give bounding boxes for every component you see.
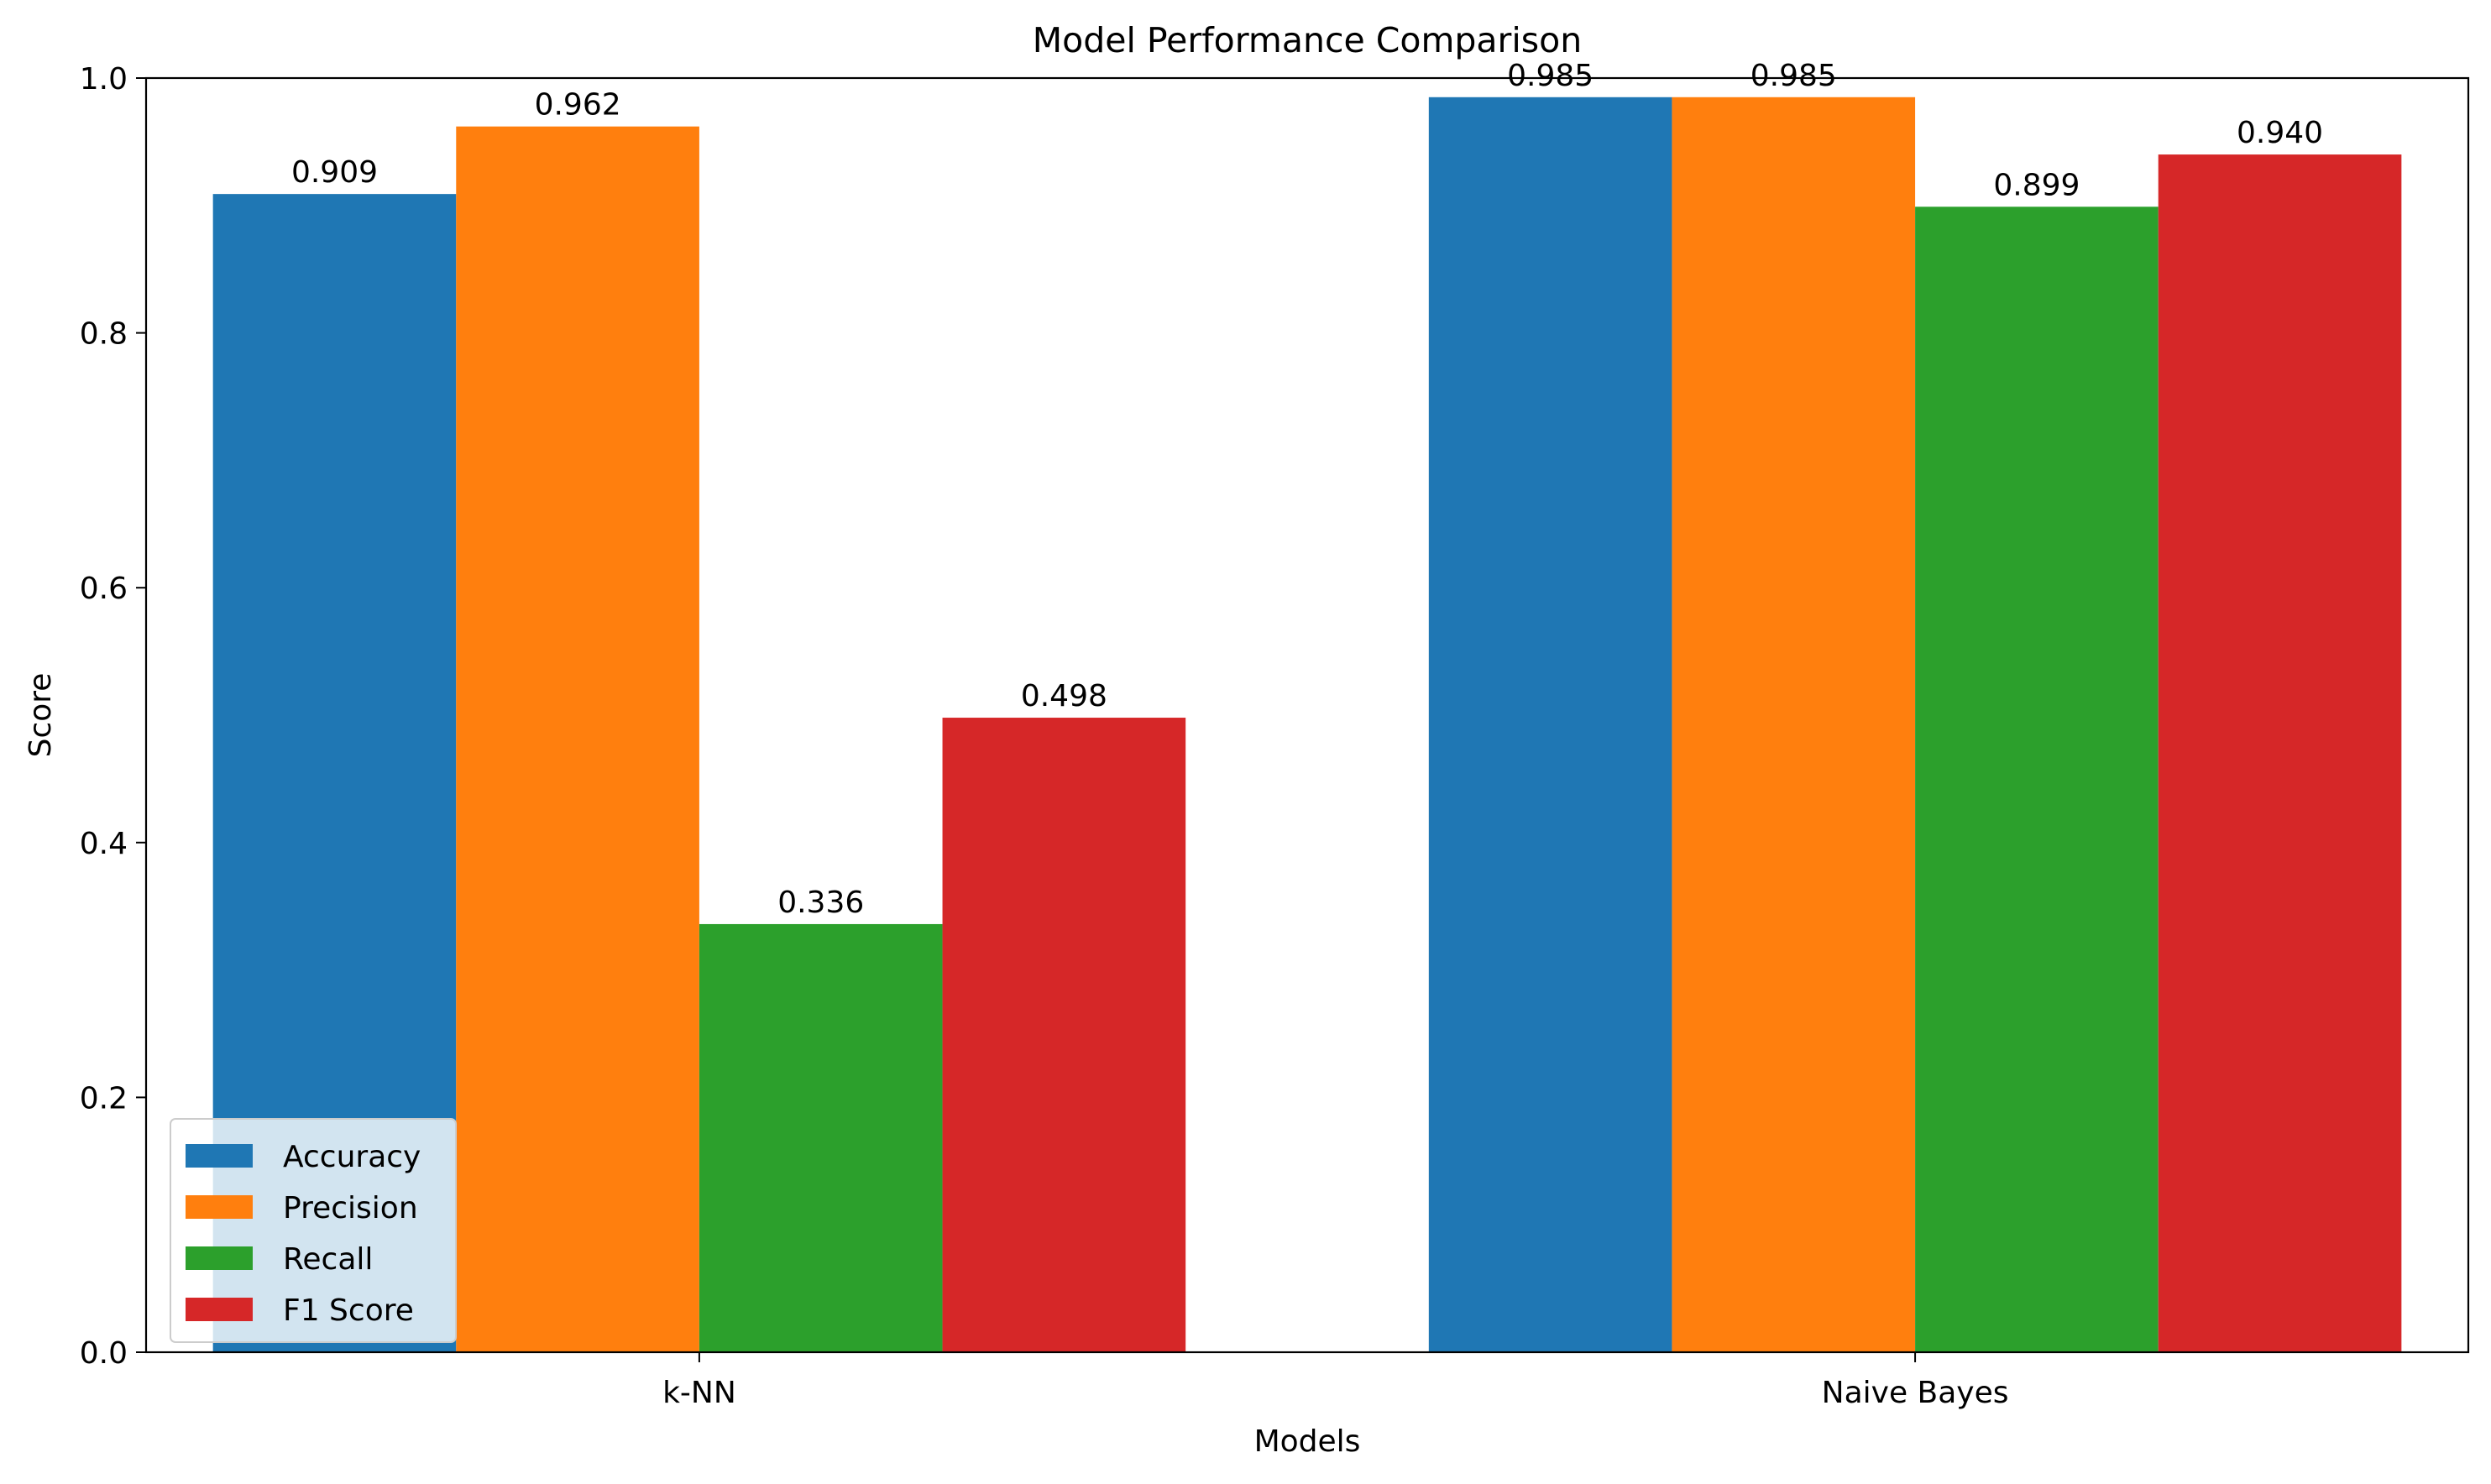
data-label-f1-score-naive-bayes: 0.940 bbox=[2237, 116, 2323, 150]
legend-swatch-recall bbox=[186, 1246, 253, 1270]
x-tick-label: k-NN bbox=[662, 1376, 736, 1410]
x-axis-label: Models bbox=[1254, 1424, 1361, 1459]
data-label-accuracy-naive-bayes: 0.985 bbox=[1507, 59, 1594, 93]
y-tick-label: 0.8 bbox=[80, 317, 128, 352]
legend-label-recall: Recall bbox=[283, 1242, 373, 1277]
y-tick-label: 1.0 bbox=[80, 62, 128, 97]
data-label-accuracy-k-nn: 0.909 bbox=[291, 155, 378, 190]
bar-recall-k-nn bbox=[699, 923, 943, 1352]
data-label-f1-score-k-nn: 0.498 bbox=[1021, 679, 1107, 713]
bar-accuracy-naive-bayes bbox=[1428, 97, 1672, 1352]
bar-f1-score-k-nn bbox=[942, 718, 1186, 1352]
bar-precision-naive-bayes bbox=[1672, 97, 1916, 1352]
chart-title: Model Performance Comparison bbox=[1033, 20, 1582, 60]
legend: Accuracy Precision Recall F1 Score bbox=[170, 1118, 457, 1343]
y-axis-label: Score bbox=[24, 673, 58, 758]
bars-layer bbox=[212, 97, 2402, 1353]
bar-recall-naive-bayes bbox=[1915, 206, 2159, 1352]
data-label-precision-k-nn: 0.962 bbox=[535, 88, 621, 123]
x-axis: k-NN Naive Bayes bbox=[662, 1352, 2009, 1410]
legend-label-f1-score: F1 Score bbox=[283, 1293, 414, 1328]
bar-precision-k-nn bbox=[456, 126, 699, 1353]
bar-f1-score-naive-bayes bbox=[2158, 154, 2402, 1353]
plot-area-frame bbox=[144, 76, 2470, 1354]
data-label-recall-k-nn: 0.336 bbox=[777, 886, 864, 920]
legend-box bbox=[170, 1118, 457, 1343]
legend-label-accuracy: Accuracy bbox=[283, 1140, 421, 1174]
legend-label-precision: Precision bbox=[283, 1191, 418, 1225]
y-tick-label: 0.0 bbox=[80, 1336, 128, 1371]
y-tick-label: 0.2 bbox=[80, 1081, 128, 1116]
y-tick-label: 0.4 bbox=[80, 827, 128, 861]
data-label-recall-naive-bayes: 0.899 bbox=[1993, 168, 2080, 202]
y-tick-label: 0.6 bbox=[80, 572, 128, 606]
x-tick-label: Naive Bayes bbox=[1822, 1376, 2009, 1410]
data-labels-layer: 0.909 0.985 0.962 0.985 0.336 0.899 0.498 0.940 bbox=[291, 59, 2323, 920]
data-label-precision-naive-bayes: 0.985 bbox=[1751, 59, 1837, 93]
legend-swatch-accuracy bbox=[186, 1144, 253, 1168]
legend-swatch-f1-score bbox=[186, 1298, 253, 1321]
y-axis: 0.0 0.2 0.4 0.6 0.8 1.0 bbox=[80, 62, 146, 1371]
legend-swatch-precision bbox=[186, 1195, 253, 1219]
